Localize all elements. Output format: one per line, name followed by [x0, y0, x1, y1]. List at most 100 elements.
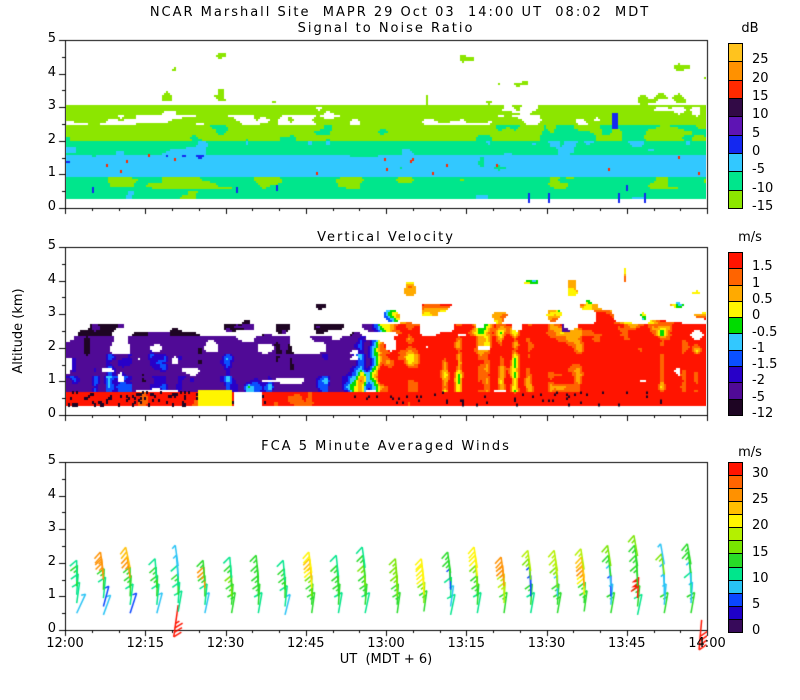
colorbar-cell — [728, 317, 743, 335]
y-tick-label: 0 — [47, 621, 56, 636]
colorbar-label: 0.5 — [752, 291, 773, 307]
y-tick-label: 2 — [47, 553, 56, 569]
colorbar-cell — [728, 527, 743, 542]
vertical-velocity-heatmap-canvas — [66, 248, 706, 414]
y-tick-label: 2 — [47, 131, 56, 147]
colorbar-label: 15 — [752, 89, 769, 104]
y-tick-label: 1 — [47, 587, 56, 603]
colorbar-label: -5 — [752, 162, 765, 178]
colorbar-cell — [728, 252, 743, 270]
colorbar-label: -10 — [752, 180, 774, 196]
x-tick-label: 12:15 — [126, 636, 164, 651]
y-tick-label: 3 — [47, 305, 56, 321]
y-tick-label: 1 — [47, 372, 56, 388]
colorbar — [728, 462, 743, 633]
colorbar-cell — [728, 462, 743, 477]
colorbar-cell — [728, 514, 743, 529]
figure-title: NCAR Marshall Site MAPR 29 Oct 03 14:00 … — [149, 5, 651, 20]
colorbar-cell — [728, 79, 743, 99]
y-tick-label: 0 — [47, 199, 56, 214]
snr-panel-title: Signal to Noise Ratio — [297, 21, 475, 36]
colorbar-label: -12 — [752, 406, 774, 421]
colorbar-cell — [728, 97, 743, 118]
colorbar-cell — [728, 349, 743, 368]
colorbar — [728, 252, 743, 416]
vv-panel-title: Vertical Velocity — [317, 230, 455, 245]
winds-panel-title: FCA 5 Minute Averaged Winds — [261, 439, 511, 454]
colorbar-label: -5 — [752, 389, 765, 405]
colorbar-cell — [728, 116, 743, 136]
colorbar-cell — [728, 333, 743, 351]
colorbar-label: 0 — [752, 308, 761, 324]
time-axis-label: UT (MDT + 6) — [339, 652, 433, 667]
x-tick-label: 12:45 — [287, 636, 325, 651]
colorbar-cell — [728, 189, 743, 209]
y-tick-label: 4 — [47, 271, 56, 287]
x-tick-label: 12:00 — [46, 636, 84, 651]
x-tick-label: 13:45 — [608, 636, 646, 651]
colorbar-label: -1.5 — [752, 357, 778, 373]
colorbar-cell — [728, 43, 743, 63]
colorbar-cell — [728, 475, 743, 490]
x-tick-label: 13:00 — [367, 636, 405, 651]
y-tick-label: 3 — [47, 98, 56, 114]
colorbar-label: 30 — [752, 466, 769, 482]
y-tick-label: 4 — [47, 64, 56, 80]
colorbar-cell — [728, 366, 743, 384]
colorbar-label: 0 — [752, 623, 761, 638]
colorbar-cell — [728, 300, 743, 319]
colorbar-label: 5 — [752, 125, 761, 141]
colorbar-cell — [728, 268, 743, 286]
colorbar-cell — [728, 566, 743, 581]
colorbar-cell — [728, 382, 743, 400]
colorbar-cell — [728, 618, 743, 633]
colorbar-label: -0.5 — [752, 324, 778, 340]
x-tick-label: 13:30 — [527, 636, 566, 651]
colorbar-cell — [728, 152, 743, 173]
colorbar-label: -15 — [752, 199, 774, 214]
colorbar-cell — [728, 592, 743, 607]
y-tick-label: 5 — [47, 31, 56, 46]
y-tick-label: 5 — [47, 238, 56, 253]
colorbar-label: 5 — [752, 596, 761, 612]
y-tick-label: 1 — [47, 165, 56, 181]
colorbar-cell — [728, 61, 743, 81]
colorbar-cell — [728, 553, 743, 568]
y-tick-label: 2 — [47, 338, 56, 354]
colorbar-label: 10 — [752, 570, 769, 586]
colorbar-label: 20 — [752, 518, 769, 534]
colorbar-label: 1.5 — [752, 259, 773, 275]
y-tick-label: 0 — [47, 406, 56, 421]
x-tick-label: 14:00 — [688, 636, 726, 651]
y-tick-label: 3 — [47, 520, 56, 536]
wind-barb-canvas — [66, 463, 707, 667]
colorbar-cell — [728, 540, 743, 555]
snr-heatmap-canvas — [66, 41, 706, 207]
colorbar-cell — [728, 171, 743, 191]
colorbar-label: 25 — [752, 52, 769, 68]
colorbar-label: 25 — [752, 492, 769, 508]
colorbar-cell — [728, 284, 743, 302]
colorbar-label: -1 — [752, 340, 765, 356]
colorbar-cell — [728, 398, 743, 416]
colorbar-cell — [728, 134, 743, 154]
colorbar-label: 15 — [752, 544, 769, 560]
colorbar-cell — [728, 579, 743, 594]
snr-colorbar-unit: dB — [741, 21, 759, 36]
colorbar-label: 10 — [752, 107, 769, 123]
y-tick-label: 5 — [47, 453, 56, 468]
colorbar-cell — [728, 605, 743, 620]
colorbar-label: 20 — [752, 70, 769, 86]
winds-colorbar-unit: m/s — [738, 445, 762, 460]
colorbar — [728, 43, 743, 209]
x-tick-label: 13:15 — [447, 636, 485, 651]
x-tick-label: 12:30 — [206, 636, 245, 651]
colorbar-label: 1 — [752, 275, 761, 291]
y-tick-label: 4 — [47, 486, 56, 502]
colorbar-cell — [728, 488, 743, 503]
colorbar-label: 0 — [752, 144, 761, 159]
colorbar-cell — [728, 501, 743, 516]
vv-colorbar-unit: m/s — [738, 230, 762, 245]
colorbar-label: -2 — [752, 373, 765, 389]
